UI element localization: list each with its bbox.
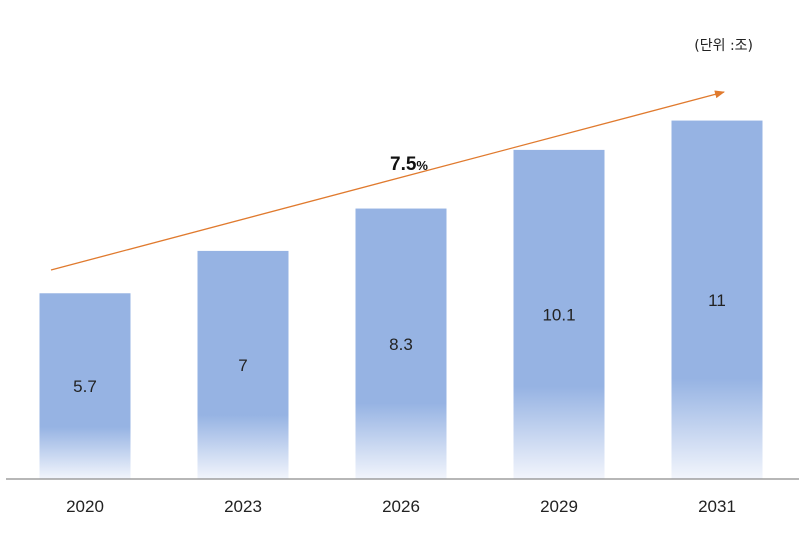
value-labels: 5.7 7 8.3 10.1 11 bbox=[73, 291, 726, 396]
trend-arrow bbox=[50, 90, 725, 271]
value-label-2023: 7 bbox=[238, 356, 247, 375]
x-tick-2023: 2023 bbox=[224, 497, 262, 516]
bar-2023 bbox=[197, 250, 289, 479]
x-tick-2020: 2020 bbox=[66, 497, 104, 516]
x-tick-2026: 2026 bbox=[382, 497, 420, 516]
bar-2026 bbox=[355, 208, 447, 479]
growth-rate-label: 7.5% bbox=[390, 154, 428, 175]
value-label-2020: 5.7 bbox=[73, 377, 97, 396]
x-tick-2029: 2029 bbox=[540, 497, 578, 516]
bar-2020 bbox=[39, 293, 131, 479]
value-label-2031: 11 bbox=[708, 291, 726, 310]
bar-2029 bbox=[513, 149, 605, 479]
growth-rate-unit: % bbox=[416, 158, 428, 173]
bars bbox=[39, 120, 763, 479]
unit-note: (단위 :조) bbox=[694, 38, 753, 54]
x-tick-2031: 2031 bbox=[698, 497, 736, 516]
value-label-2029: 10.1 bbox=[542, 305, 575, 324]
x-tick-labels: 2020 2023 2026 2029 2031 bbox=[66, 497, 736, 516]
bar-2031 bbox=[671, 120, 763, 479]
value-label-2026: 8.3 bbox=[389, 335, 413, 354]
growth-rate-number: 7.5 bbox=[390, 154, 417, 175]
